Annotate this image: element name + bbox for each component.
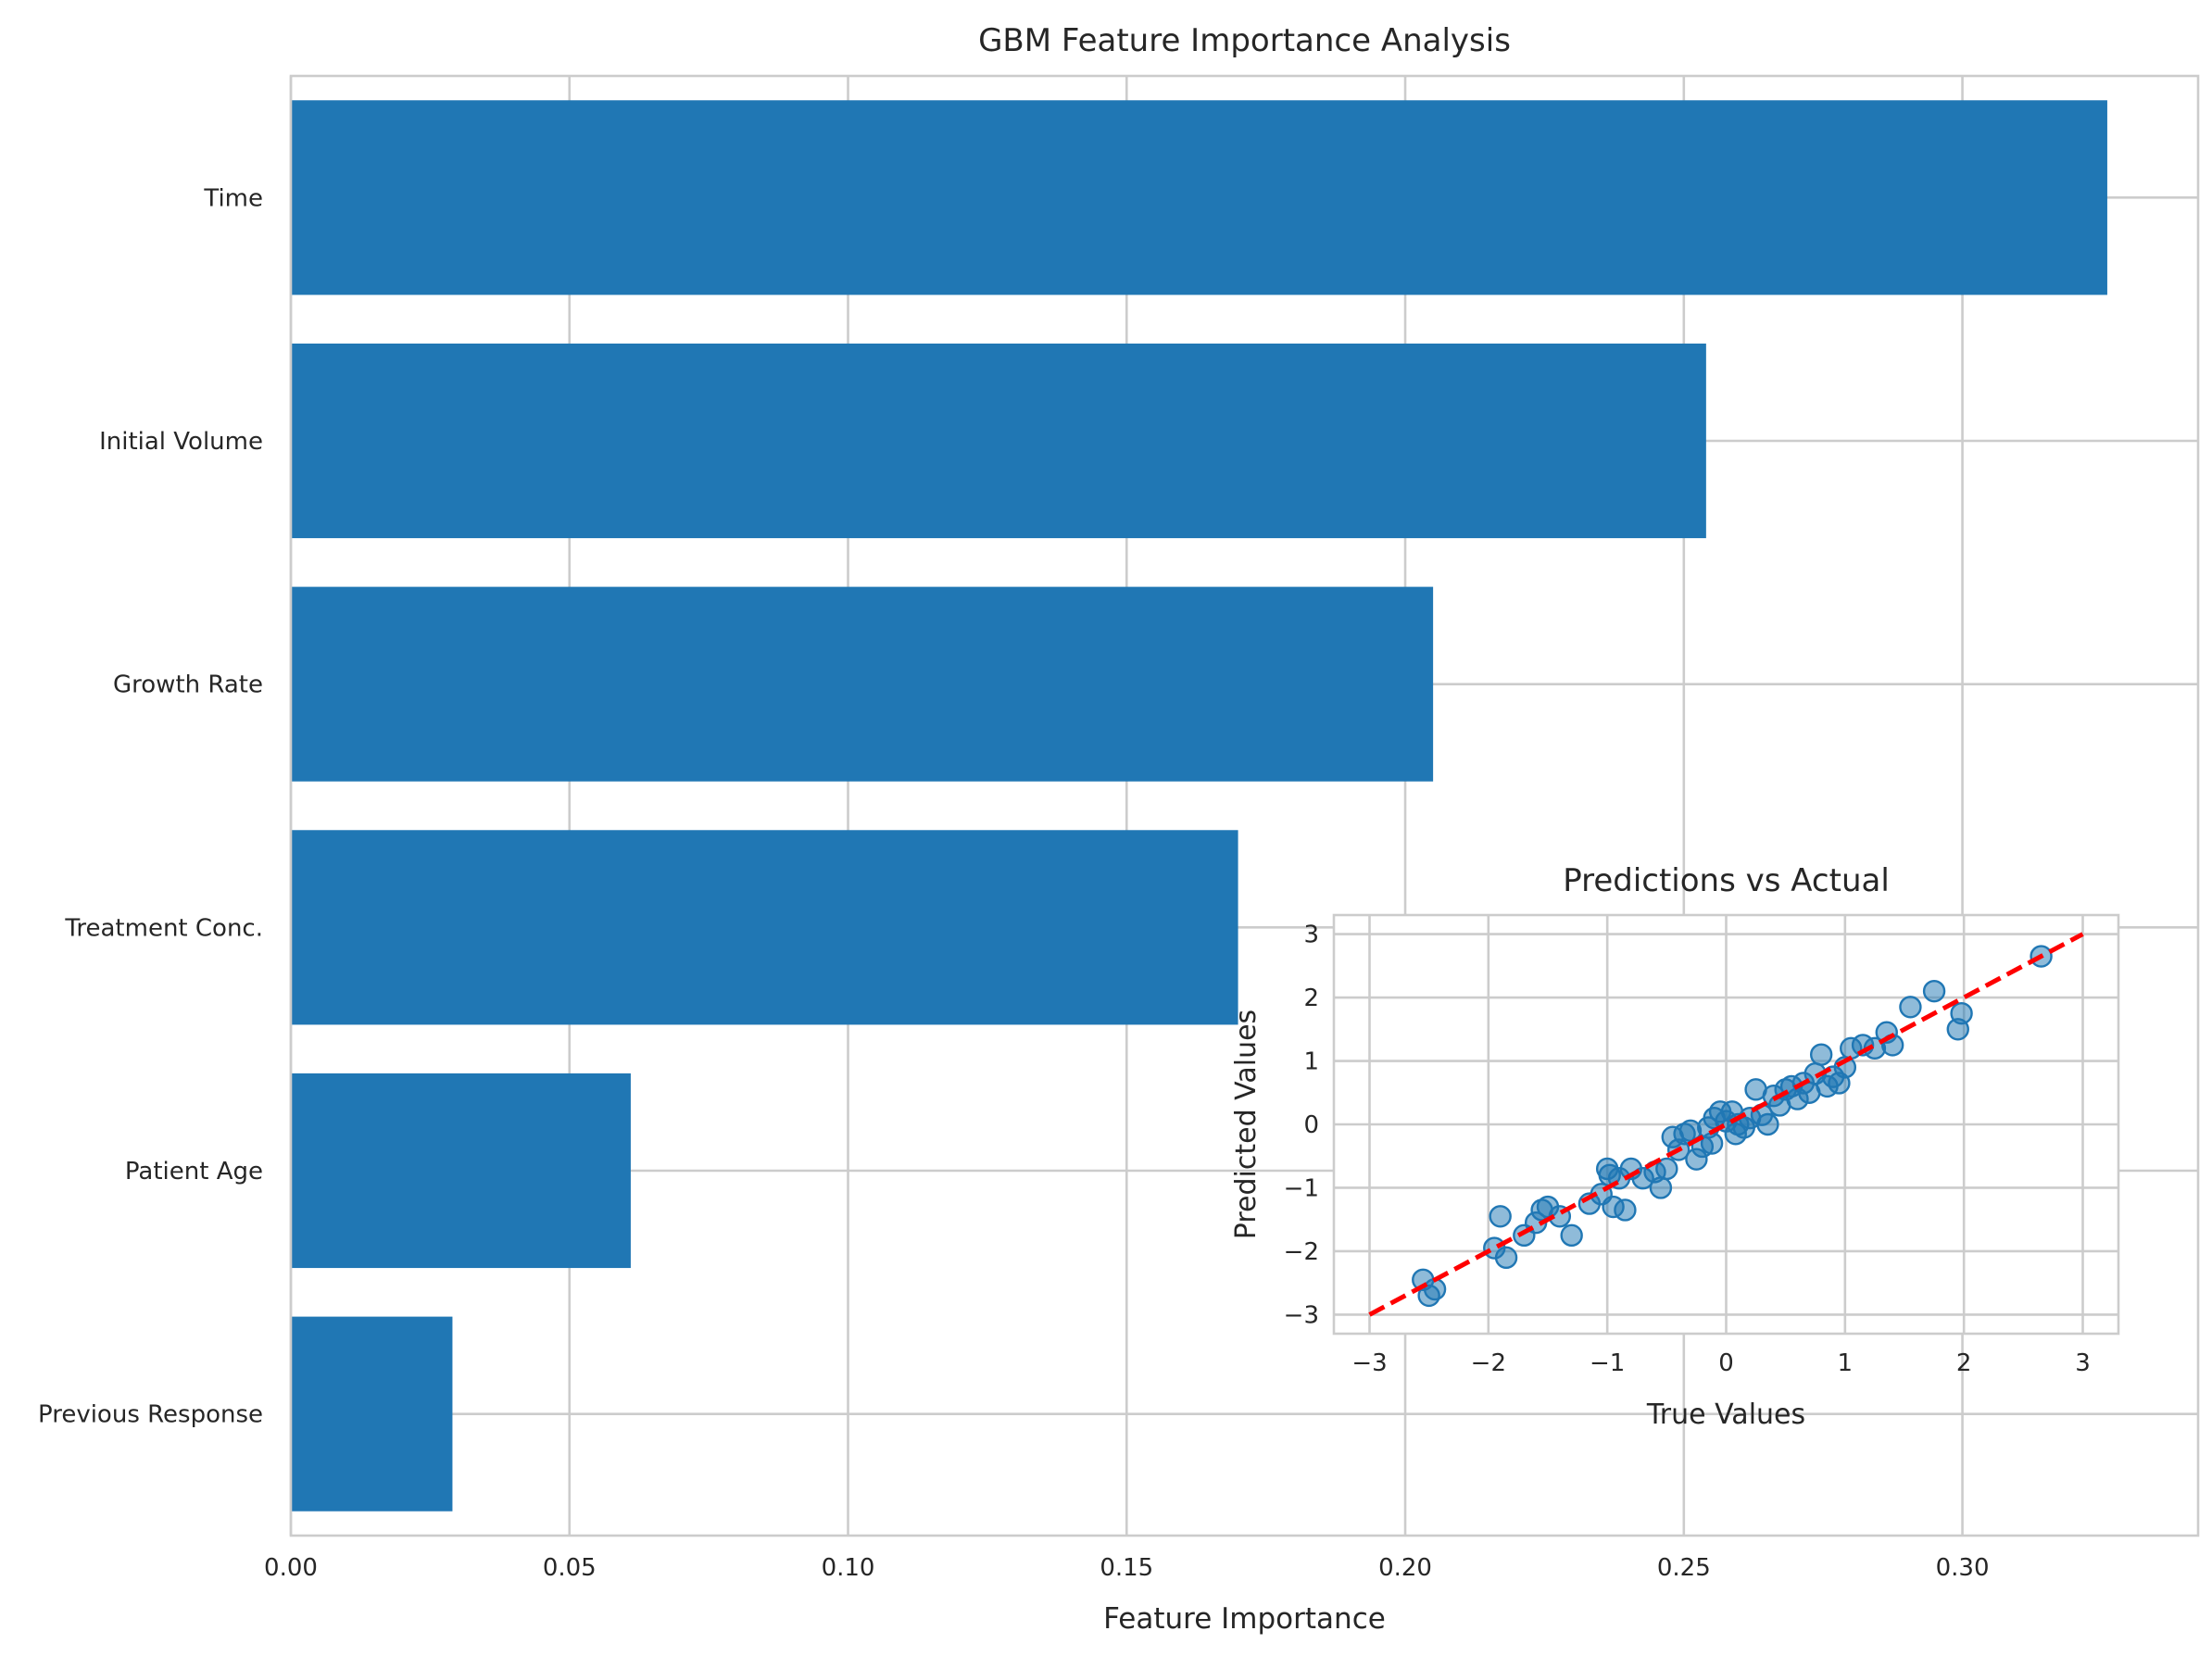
scatter-point (1649, 1176, 1673, 1199)
main-x-tick-label: 0.10 (822, 1554, 875, 1582)
scatter-point (1489, 1205, 1512, 1228)
inset-y-tick-label: 1 (1303, 1048, 1319, 1076)
scatter-point (1809, 1043, 1833, 1066)
inset-x-tick-label: −3 (1351, 1349, 1387, 1377)
inset-x-tick-label: 0 (1718, 1349, 1734, 1377)
bar-initial-volume (291, 343, 1706, 539)
inset-y-tick-label: 2 (1303, 985, 1319, 1012)
main-y-tick-label: Treatment Conc. (64, 914, 263, 942)
ideal-reference-line (1368, 932, 2084, 1317)
inset-x-tick-label: 1 (1838, 1349, 1854, 1377)
main-plot-frame (289, 74, 2200, 1537)
main-x-tick-label: 0.05 (543, 1554, 597, 1582)
inset-plot-frame (1332, 913, 2120, 1336)
main-y-tick-label: Growth Rate (113, 671, 263, 699)
inset-x-tick-label: 3 (2075, 1349, 2091, 1377)
inset-y-axis-label: Predicted Values (1230, 1010, 1263, 1239)
feature-importance-chart: 0.00 0.05 0.10 0.15 0.20 0.25 0.30 Time Initial… (38, 22, 2200, 1636)
bar-treatment-conc (291, 830, 1238, 1025)
x-axis-label: Feature Importance (1103, 1602, 1386, 1636)
main-x-tick-label: 0.00 (264, 1554, 318, 1582)
inset-x-tick-label: −1 (1590, 1349, 1625, 1377)
inset-x-tick-labels: −3 −2 −1 0 1 2 3 (1351, 1349, 2090, 1377)
inset-y-tick-label: −1 (1284, 1174, 1319, 1202)
scatter-point (1922, 979, 1946, 1003)
main-x-tick-label: 0.15 (1100, 1554, 1153, 1582)
inset-x-tick-label: 2 (1956, 1349, 1972, 1377)
inset-x-axis-label: True Values (1646, 1399, 1805, 1431)
predictions-vs-actual-inset: −3 −2 −1 0 1 2 3 −3 −2 −1 0 1 2 3 Predictions vs Act… (1230, 862, 2120, 1431)
inset-y-tick-labels: −3 −2 −1 0 1 2 3 (1284, 922, 1319, 1330)
main-x-tick-label: 0.20 (1378, 1554, 1432, 1582)
inset-title: Predictions vs Actual (1563, 862, 1890, 899)
scatter-point (1950, 1001, 1973, 1025)
main-x-tick-label: 0.25 (1657, 1554, 1711, 1582)
main-bars (291, 100, 2107, 1512)
bar-time (291, 100, 2107, 295)
scatter-point (1494, 1246, 1518, 1270)
main-y-tick-label: Previous Response (38, 1401, 263, 1429)
scatter-point (1756, 1112, 1779, 1136)
scatter-point (1899, 996, 1922, 1019)
bar-growth-rate (291, 586, 1434, 782)
scatter-point (1655, 1157, 1678, 1181)
inset-y-tick-label: 0 (1303, 1111, 1319, 1139)
inset-y-tick-label: −2 (1284, 1238, 1319, 1266)
scatter-point (1560, 1223, 1583, 1248)
main-x-tick-labels: 0.00 0.05 0.10 0.15 0.20 0.25 0.30 (264, 1554, 1989, 1582)
main-y-tick-label: Time (203, 184, 263, 212)
main-x-tick-label: 0.30 (1936, 1554, 1990, 1582)
scatter-point (1700, 1132, 1724, 1155)
inset-grid (1334, 915, 2118, 1334)
main-y-tick-label: Patient Age (125, 1158, 263, 1186)
chart-title: GBM Feature Importance Analysis (978, 22, 1511, 59)
bar-patient-age (291, 1073, 631, 1269)
inset-x-tick-label: −2 (1471, 1349, 1506, 1377)
bar-previous-response (291, 1316, 453, 1512)
main-y-tick-label: Initial Volume (99, 428, 263, 456)
main-y-tick-labels: Time Initial Volume Growth Rate Treatment C… (38, 184, 263, 1428)
scatter-point (1614, 1198, 1637, 1222)
inset-y-tick-label: 3 (1303, 922, 1319, 949)
inset-y-tick-label: −3 (1284, 1301, 1319, 1329)
